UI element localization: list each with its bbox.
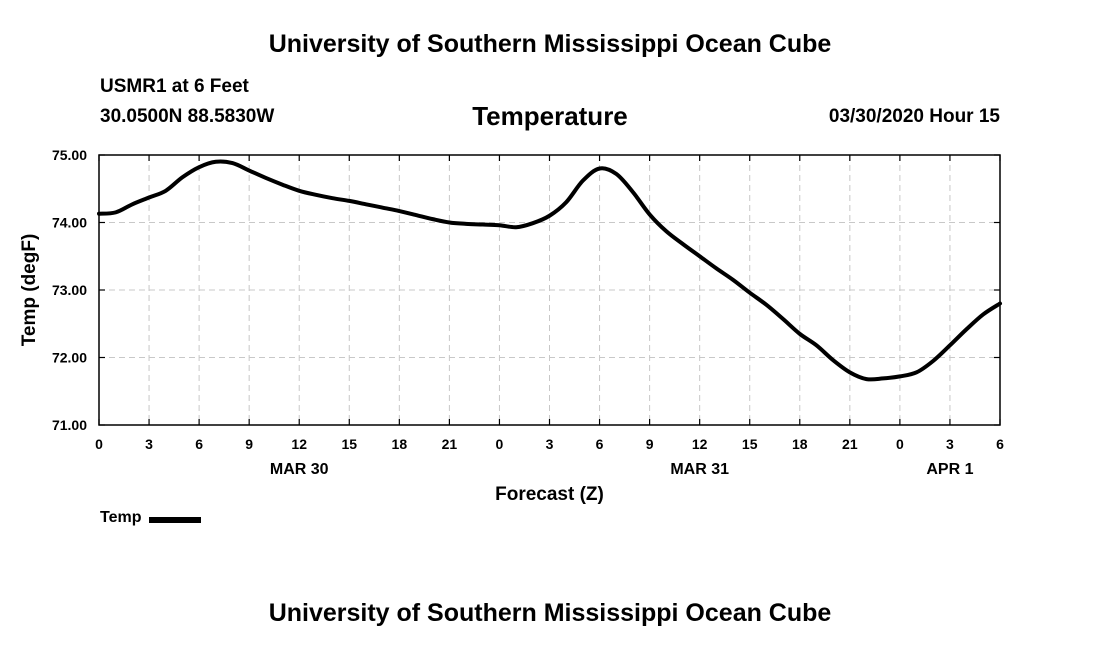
header-title: University of Southern Mississippi Ocean… [268, 30, 832, 58]
legend-label-temp: Temp [100, 509, 142, 526]
x-tick-label-14: 18 [792, 436, 808, 452]
y-tick-label-1: 72.00 [52, 350, 87, 366]
x-tick-label-8: 0 [496, 436, 504, 452]
x-tick-label-4: 12 [291, 436, 307, 452]
date-label-1: MAR 31 [670, 461, 729, 478]
station-coordinates: 30.0500N 88.5830W [100, 106, 275, 127]
date-label-0: MAR 30 [270, 461, 329, 478]
x-tick-label-16: 0 [896, 436, 904, 452]
x-tick-label-18: 6 [996, 436, 1004, 452]
x-axis-label: Forecast (Z) [495, 484, 604, 505]
x-tick-label-10: 6 [596, 436, 604, 452]
x-tick-label-6: 18 [392, 436, 408, 452]
y-tick-label-2: 73.00 [52, 282, 87, 298]
legend: Temp [100, 509, 202, 527]
x-tick-label-13: 15 [742, 436, 758, 452]
date-label-2: APR 1 [926, 461, 973, 478]
footer-title: University of Southern Mississippi Ocean… [268, 599, 832, 627]
x-tick-label-1: 3 [145, 436, 153, 452]
x-tick-label-17: 3 [946, 436, 954, 452]
x-tick-label-15: 21 [842, 436, 858, 452]
y-axis-label: Temp (degF) [19, 234, 40, 347]
x-tick-label-9: 3 [546, 436, 554, 452]
x-tick-label-5: 15 [341, 436, 357, 452]
station-name: USMR1 at 6 Feet [100, 76, 249, 97]
x-tick-label-12: 12 [692, 436, 708, 452]
y-tick-label-0: 71.00 [52, 417, 87, 433]
x-tick-label-3: 9 [245, 436, 253, 452]
y-tick-label-3: 74.00 [52, 215, 87, 231]
x-tick-label-2: 6 [195, 436, 203, 452]
legend-swatch-temp [149, 517, 202, 523]
chart-title: Temperature [472, 101, 628, 131]
series-line-temp [97, 159, 1002, 382]
x-tick-label-7: 21 [442, 436, 458, 452]
x-tick-label-11: 9 [646, 436, 654, 452]
y-tick-label-4: 75.00 [52, 147, 87, 163]
run-time: 03/30/2020 Hour 15 [828, 106, 1000, 127]
x-tick-label-0: 0 [95, 436, 103, 452]
